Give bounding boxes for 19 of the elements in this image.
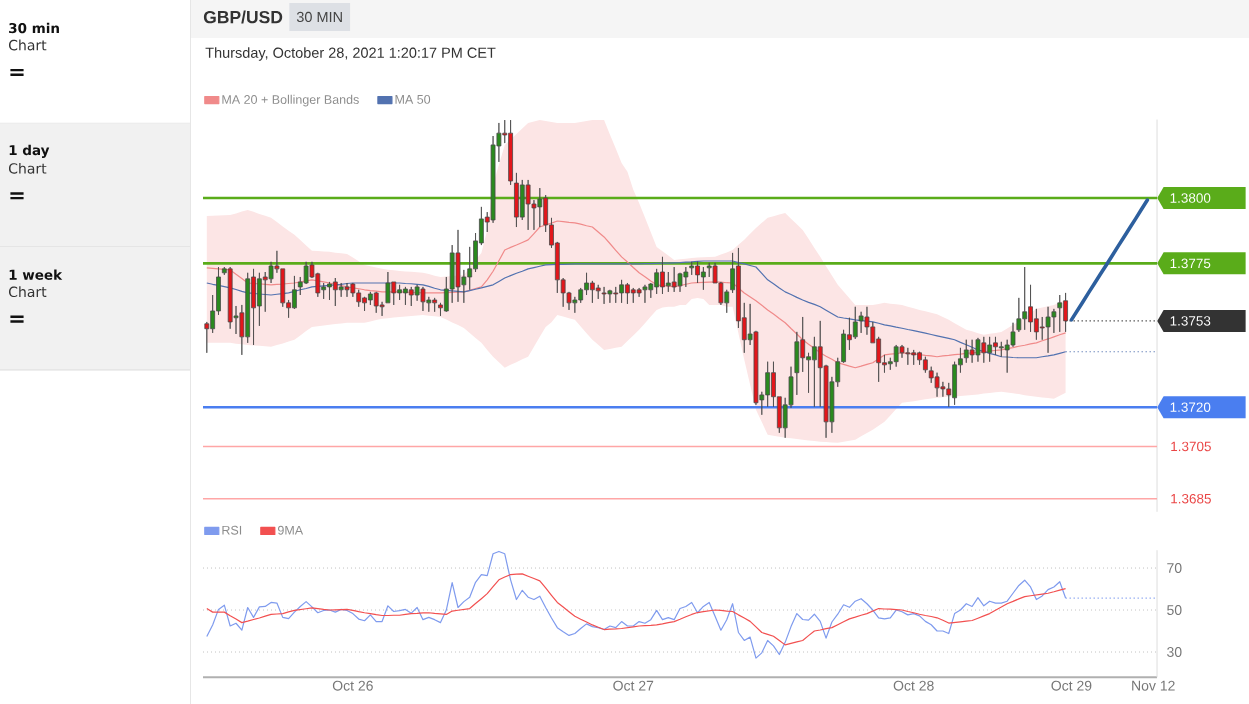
text: = — [10, 192, 24, 200]
x-tick-label: Oct 28 — [893, 680, 934, 691]
text: 1 week — [9, 269, 63, 280]
text: Chart — [8, 39, 47, 51]
x-tick-label: Oct 29 — [1051, 680, 1092, 691]
text: Chart — [8, 286, 47, 298]
x-tick-label: Oct 26 — [332, 680, 373, 691]
text: = — [10, 68, 24, 77]
y-tick-label: 50 — [1167, 605, 1182, 615]
legend-label: RSI — [222, 525, 242, 535]
y-tick-label: 70 — [1167, 563, 1182, 573]
legend-label: 9MA — [278, 525, 304, 535]
x-tick-label: Nov 12 — [1132, 680, 1175, 691]
text: 30 min — [9, 22, 59, 34]
y-tick-label: 30 — [1167, 647, 1182, 657]
text: = — [10, 315, 24, 323]
x-tick-label: Oct 27 — [613, 680, 654, 691]
text: 1 day — [9, 144, 50, 158]
text: Chart — [8, 162, 47, 174]
